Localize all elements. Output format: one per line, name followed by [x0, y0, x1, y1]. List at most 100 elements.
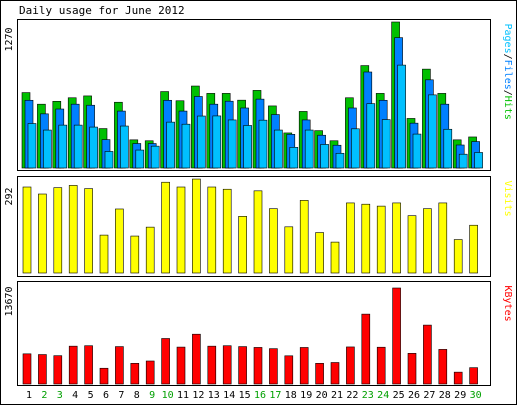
- x-tick-label-24: 24: [377, 390, 389, 401]
- legend-item: Pages: [502, 24, 513, 54]
- chart-panel-bottom: [17, 281, 491, 386]
- legend-middle: Visits: [502, 181, 513, 217]
- bar-kbytes-24: [376, 346, 386, 385]
- bar-visits-21: [330, 241, 340, 274]
- bar-kbytes-2: [38, 354, 47, 385]
- bar-kbytes-9: [145, 360, 155, 385]
- chart-panel-middle: [17, 176, 491, 277]
- x-tick-label-26: 26: [408, 390, 420, 401]
- bar-visits-25: [392, 202, 401, 274]
- bar-pages-19: [304, 129, 314, 169]
- bar-visits-19: [299, 200, 309, 274]
- bar-kbytes-30: [469, 367, 478, 385]
- bar-pages-24: [381, 119, 391, 169]
- bar-visits-1: [22, 186, 32, 274]
- bar-pages-17: [274, 129, 283, 169]
- bar-kbytes-8: [130, 363, 140, 385]
- legend-item: Files: [502, 60, 513, 90]
- bar-pages-5: [89, 126, 98, 169]
- bar-visits-15: [238, 216, 247, 274]
- bar-pages-28: [443, 128, 453, 169]
- legend-item: /: [502, 90, 513, 96]
- x-tick-label-12: 12: [192, 390, 204, 401]
- bar-visits-2: [38, 193, 47, 274]
- bar-kbytes-20: [315, 363, 324, 385]
- bar-visits-29: [453, 239, 463, 274]
- bar-visits-20: [315, 232, 324, 274]
- bar-visits-12: [192, 178, 201, 274]
- bar-pages-26: [412, 133, 422, 169]
- x-tick-label-23: 23: [362, 390, 374, 401]
- x-tick-label-18: 18: [285, 390, 297, 401]
- bar-kbytes-16: [253, 347, 263, 385]
- bar-pages-3: [58, 124, 68, 169]
- bar-visits-9: [145, 226, 155, 274]
- bar-kbytes-6: [99, 367, 109, 385]
- bar-pages-9: [150, 145, 160, 169]
- bar-kbytes-7: [115, 346, 124, 385]
- bar-kbytes-26: [407, 353, 417, 385]
- bar-pages-27: [428, 94, 437, 169]
- bar-pages-6: [104, 151, 114, 169]
- bar-visits-8: [130, 235, 140, 274]
- bar-pages-22: [351, 128, 360, 169]
- bar-visits-24: [376, 205, 386, 274]
- bar-visits-10: [161, 181, 170, 274]
- bar-kbytes-17: [269, 348, 278, 385]
- x-tick-label-16: 16: [254, 390, 266, 401]
- bar-visits-6: [99, 234, 109, 274]
- bar-visits-18: [284, 226, 294, 274]
- bar-visits-16: [253, 190, 263, 274]
- bar-kbytes-10: [161, 338, 170, 385]
- bar-kbytes-11: [176, 346, 186, 385]
- bar-pages-4: [73, 124, 83, 169]
- bar-pages-12: [197, 115, 206, 169]
- bar-pages-8: [135, 149, 145, 169]
- x-tick-label-21: 21: [331, 390, 343, 401]
- x-tick-label-3: 3: [57, 390, 63, 401]
- x-tick-label-22: 22: [346, 390, 358, 401]
- x-tick-label-13: 13: [208, 390, 220, 401]
- legend-item: /: [502, 54, 513, 60]
- bar-pages-13: [212, 115, 222, 169]
- bar-kbytes-1: [22, 353, 32, 385]
- x-tick-label-25: 25: [393, 390, 405, 401]
- bar-visits-28: [438, 202, 448, 274]
- bar-visits-17: [269, 208, 278, 274]
- y-max-label-top: 1270: [4, 27, 15, 51]
- bar-kbytes-4: [68, 345, 78, 385]
- bar-pages-10: [166, 121, 175, 169]
- bar-kbytes-5: [84, 345, 93, 385]
- x-tick-label-4: 4: [72, 390, 78, 401]
- bar-kbytes-18: [284, 355, 294, 385]
- chart-panel-top: [17, 19, 491, 171]
- x-tick-label-30: 30: [470, 390, 482, 401]
- y-max-label-bottom: 13670: [4, 286, 15, 316]
- x-tick-label-6: 6: [103, 390, 109, 401]
- x-tick-label-19: 19: [300, 390, 312, 401]
- x-tick-label-11: 11: [177, 390, 189, 401]
- bar-visits-22: [346, 202, 355, 274]
- x-tick-label-20: 20: [316, 390, 328, 401]
- bar-pages-14: [227, 119, 237, 169]
- bar-kbytes-22: [346, 346, 355, 385]
- bar-kbytes-19: [299, 347, 309, 385]
- bar-visits-14: [222, 188, 232, 274]
- bar-pages-29: [458, 153, 468, 169]
- legend-top: Pages/Files/Hits: [502, 24, 513, 120]
- bar-visits-27: [423, 208, 432, 274]
- x-tick-label-1: 1: [26, 390, 32, 401]
- bar-pages-2: [43, 129, 52, 169]
- bar-pages-25: [397, 64, 406, 169]
- bar-visits-4: [68, 185, 78, 274]
- x-tick-label-7: 7: [118, 390, 124, 401]
- legend-item: Hits: [502, 96, 513, 120]
- bar-kbytes-14: [222, 345, 232, 385]
- bar-pages-23: [366, 103, 376, 169]
- x-tick-label-29: 29: [454, 390, 466, 401]
- legend-item: KBytes: [502, 286, 513, 322]
- x-tick-label-8: 8: [134, 390, 140, 401]
- bar-visits-26: [407, 215, 417, 274]
- bar-pages-30: [474, 152, 483, 169]
